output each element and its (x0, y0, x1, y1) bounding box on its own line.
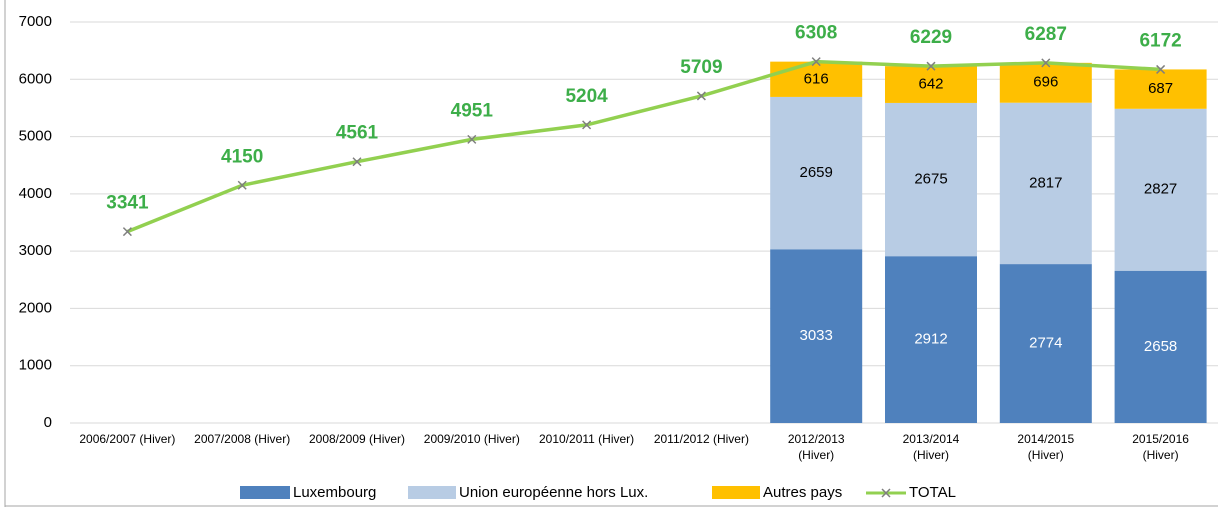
x-tick-label: 2014/2015 (Hiver) (1017, 432, 1074, 462)
data-label: 5204 (565, 86, 608, 107)
data-label: 2774 (1029, 335, 1062, 352)
data-label: 6172 (1139, 30, 1181, 51)
y-tick-label: 2000 (19, 299, 52, 316)
x-tick-label: 2009/2010 (Hiver) (424, 432, 520, 446)
legend-swatch (712, 486, 760, 499)
bar-segment (999, 264, 1092, 423)
bar-segment (770, 96, 863, 250)
line-marker (582, 120, 592, 130)
legend-label: TOTAL (909, 484, 956, 501)
data-label: 2912 (914, 331, 947, 348)
line-marker (352, 157, 362, 167)
bar-segment (770, 61, 863, 97)
data-label: 4150 (221, 146, 263, 167)
legend-swatch (408, 486, 456, 499)
x-tick-label: 2012/2013 (Hiver) (788, 432, 845, 462)
line-marker (696, 91, 706, 101)
data-label: 696 (1033, 74, 1058, 91)
bar-segment (1114, 108, 1207, 271)
legend-marker (881, 488, 891, 498)
x-tick-label: 2007/2008 (Hiver) (194, 432, 290, 446)
bar-segment (770, 249, 863, 423)
x-tick-label: 2006/2007 (Hiver) (79, 432, 175, 446)
legend: Luxembourg Union européenne hors Lux. Au… (240, 484, 956, 501)
bar-segment (999, 62, 1092, 103)
legend-label: Autres pays (763, 484, 842, 501)
y-tick-label: 3000 (19, 242, 52, 259)
y-tick-label: 1000 (19, 357, 52, 374)
data-label: 2658 (1144, 338, 1177, 355)
data-label: 4951 (451, 100, 494, 121)
data-label: 2659 (800, 164, 833, 181)
y-tick-label: 7000 (19, 13, 52, 30)
x-tick-label: 2010/2011 (Hiver) (539, 432, 634, 446)
data-label: 3033 (800, 327, 833, 344)
bar-segment (885, 102, 977, 257)
bar-segment (1114, 270, 1207, 423)
bar-segment (885, 66, 977, 103)
x-tick-label: 2013/2014 (Hiver) (903, 432, 960, 462)
bar-segment (885, 256, 977, 423)
data-label: 2675 (914, 171, 947, 188)
line-marker (237, 180, 247, 190)
y-tick-label: 4000 (19, 185, 52, 202)
data-label: 3341 (106, 193, 149, 214)
line-marker (1041, 58, 1051, 68)
y-tick-label: 0 (44, 414, 52, 431)
data-label: 5709 (680, 57, 722, 78)
legend-label: Union européenne hors Lux. (459, 484, 648, 501)
data-label: 616 (804, 70, 829, 87)
data-label: 6308 (795, 23, 837, 44)
data-label: 642 (918, 76, 943, 93)
line-marker (467, 134, 477, 144)
data-label: 4561 (336, 123, 379, 144)
line-series (126, 59, 1161, 234)
bar-segment (1114, 69, 1207, 109)
x-tick-label: 2008/2009 (Hiver) (309, 432, 405, 446)
y-tick-label: 6000 (19, 70, 52, 87)
data-label: 2827 (1144, 181, 1177, 198)
line-marker (1156, 64, 1166, 74)
line-marker (122, 227, 132, 237)
bar-segment (999, 102, 1092, 265)
data-label: 2817 (1029, 174, 1062, 191)
data-label: 6229 (910, 27, 952, 48)
y-tick-label: 5000 (19, 128, 52, 145)
legend-label: Luxembourg (293, 484, 376, 501)
x-tick-label: 2015/2016 (Hiver) (1132, 432, 1189, 462)
legend-swatch (240, 486, 290, 499)
line-marker (811, 57, 821, 67)
x-tick-label: 2011/2012 (Hiver) (654, 432, 749, 446)
line-marker (926, 61, 936, 71)
data-label: 6287 (1025, 24, 1067, 45)
data-label: 687 (1148, 80, 1173, 97)
